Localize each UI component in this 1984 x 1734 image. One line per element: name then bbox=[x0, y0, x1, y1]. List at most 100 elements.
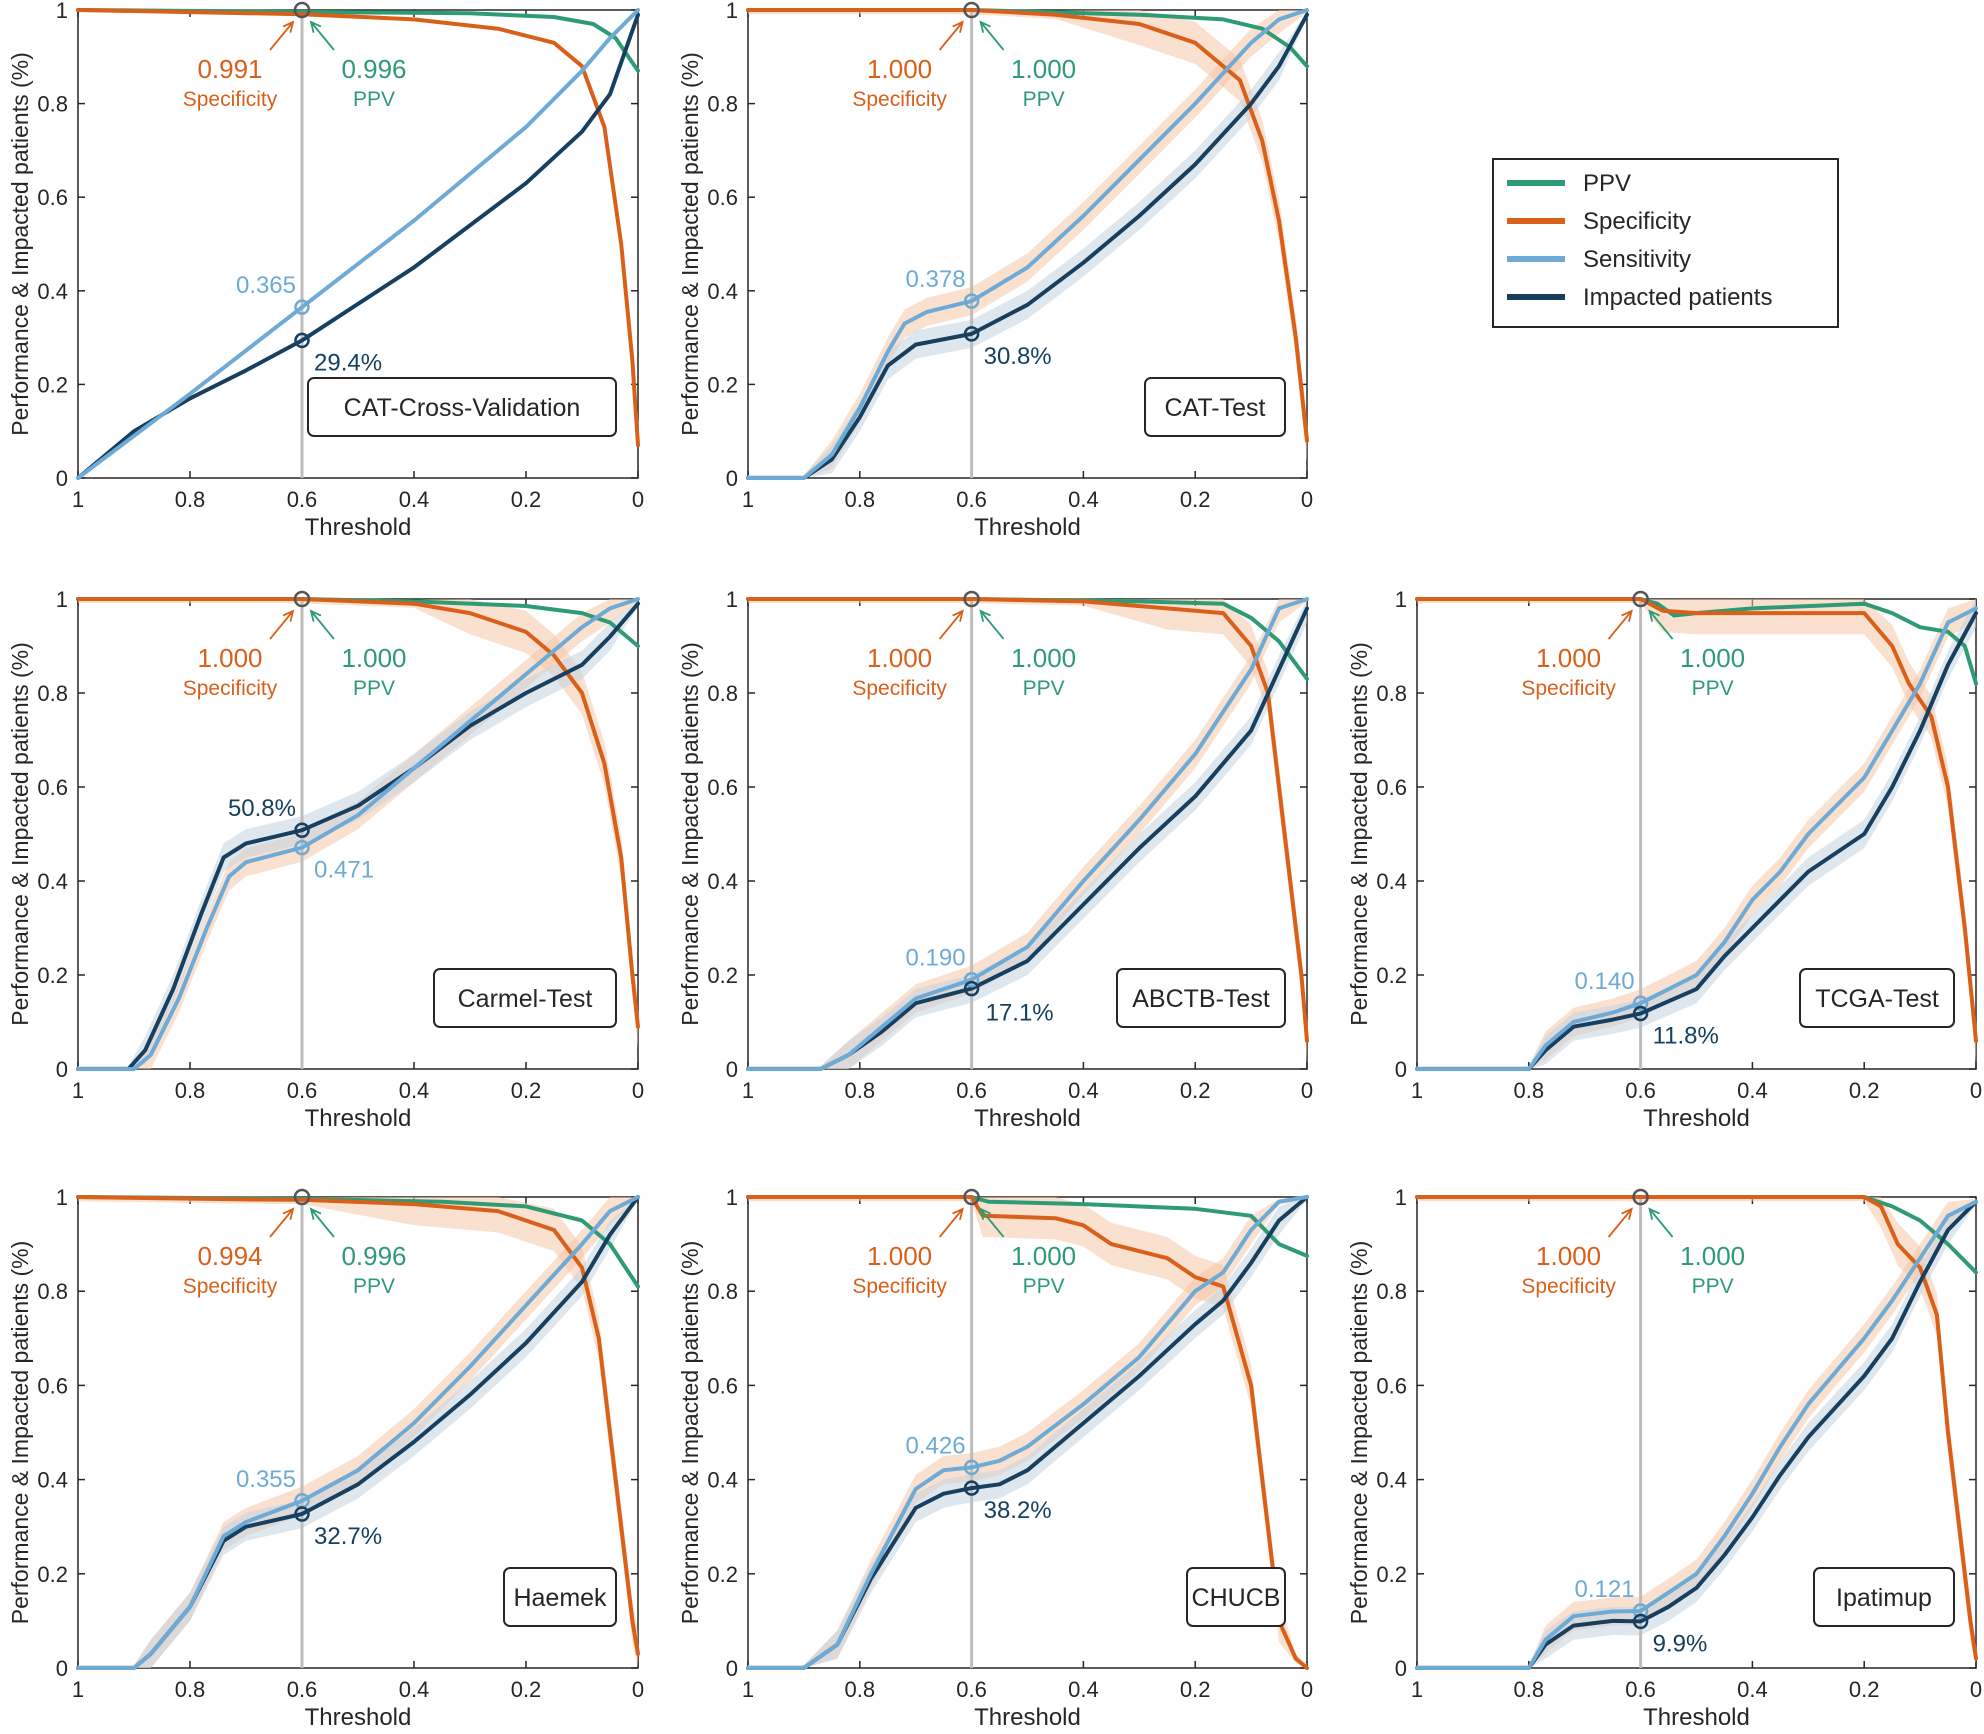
x-tick-label: 1 bbox=[72, 1078, 84, 1103]
y-tick-label: 0.8 bbox=[37, 681, 68, 706]
y-tick-label: 0.2 bbox=[1376, 1562, 1407, 1587]
marker-sensitivity bbox=[294, 839, 310, 856]
y-axis-title: Performance & Impacted patients (%) bbox=[7, 1241, 33, 1625]
annotation-sensitivity: 0.140 bbox=[1575, 968, 1635, 995]
y-axis-title: Performance & Impacted patients (%) bbox=[1346, 1241, 1372, 1625]
annotation-label-ppv: PPV bbox=[1692, 1275, 1734, 1298]
annotation-impacted-patients: 9.9% bbox=[1653, 1630, 1708, 1657]
annotation-sensitivity: 0.426 bbox=[906, 1432, 966, 1459]
y-tick-label: 1 bbox=[726, 1185, 738, 1210]
legend-label-ppv: PPV bbox=[1583, 170, 1631, 197]
y-tick-label: 0.6 bbox=[37, 185, 68, 210]
series-line-specificity bbox=[746, 8, 1309, 443]
x-tick-label: 0.4 bbox=[1737, 1078, 1768, 1103]
annotation-sensitivity: 0.355 bbox=[236, 1466, 296, 1493]
annotation-impacted-patients: 30.8% bbox=[984, 343, 1052, 370]
series-line-sensitivity bbox=[746, 1195, 1309, 1670]
annotation-arrow-ppv bbox=[979, 21, 1005, 51]
y-tick-label: 1 bbox=[1395, 587, 1407, 612]
x-tick-label: 0.4 bbox=[1068, 487, 1099, 512]
dataset-title: Haemek bbox=[513, 1584, 607, 1612]
y-tick-label: 1 bbox=[726, 587, 738, 612]
dataset-title-box bbox=[1799, 968, 1955, 1028]
panel-chucb: 1 0.8 0.6 0.4 0.2 0 0 0.2 0.4 0.6 0.8 1 Threshold Per… bbox=[677, 1185, 1313, 1731]
annotation-value-ppv: 0.996 bbox=[341, 54, 406, 84]
dataset-title-box bbox=[307, 377, 617, 437]
panel-cat-cross-validation: 1 0.8 0.6 0.4 0.2 0 0 0.2 0.4 0.6 0.8 1 Threshold Per… bbox=[7, 0, 644, 541]
x-tick-label: 0 bbox=[632, 1677, 644, 1702]
x-tick-label: 0.8 bbox=[845, 487, 876, 512]
panel-haemek: 1 0.8 0.6 0.4 0.2 0 0 0.2 0.4 0.6 0.8 1 Threshold Per… bbox=[7, 1185, 644, 1731]
x-tick-label: 0.4 bbox=[1737, 1677, 1768, 1702]
annotation-value-specificity: 0.991 bbox=[197, 54, 262, 84]
marker-top bbox=[963, 590, 980, 608]
legend-label-impacted: Impacted patients bbox=[1583, 284, 1772, 311]
x-tick-label: 0.8 bbox=[1514, 1078, 1545, 1103]
y-tick-label: 0.4 bbox=[707, 869, 738, 894]
annotation-arrowhead-ppv bbox=[309, 20, 322, 33]
annotation-value-specificity: 1.000 bbox=[867, 1241, 932, 1271]
x-tick-label: 0.2 bbox=[511, 1078, 542, 1103]
legend-label-sensitivity: Sensitivity bbox=[1583, 246, 1691, 273]
x-tick-label: 0.2 bbox=[511, 487, 542, 512]
y-tick-label: 1 bbox=[56, 0, 68, 23]
x-axis-title: Threshold bbox=[974, 1105, 1081, 1132]
panel-cat-test: 1 0.8 0.6 0.4 0.2 0 0 0.2 0.4 0.6 0.8 1 Threshold Per… bbox=[677, 0, 1313, 541]
marker-top bbox=[293, 1188, 311, 1206]
dataset-title-box bbox=[1144, 377, 1286, 437]
marker-impacted-patients bbox=[963, 1480, 980, 1496]
series-line-sensitivity bbox=[76, 597, 640, 1071]
series-line-specificity bbox=[76, 597, 640, 1029]
panel-tcga-test: 1 0.8 0.6 0.4 0.2 0 0 0.2 0.4 0.6 0.8 1 Threshold Per… bbox=[1346, 587, 1982, 1132]
annotation-arrowhead-ppv bbox=[979, 609, 991, 622]
y-tick-label: 1 bbox=[1395, 1185, 1407, 1210]
annotation-arrow-specificity bbox=[269, 1208, 294, 1238]
marker-sensitivity bbox=[1632, 995, 1649, 1011]
y-tick-label: 0.6 bbox=[37, 1373, 68, 1398]
x-tick-label: 0.6 bbox=[1625, 1677, 1656, 1702]
x-tick-label: 0.2 bbox=[511, 1677, 542, 1702]
annotation-impacted-patients: 29.4% bbox=[314, 349, 382, 376]
annotation-label-specificity: Specificity bbox=[1521, 677, 1616, 700]
y-axis-title: Performance & Impacted patients (%) bbox=[677, 642, 703, 1026]
annotation-impacted-patients: 50.8% bbox=[228, 795, 296, 822]
x-tick-label: 0 bbox=[1970, 1677, 1982, 1702]
dataset-title: ABCTB-Test bbox=[1132, 985, 1270, 1013]
y-tick-label: 0.6 bbox=[707, 775, 738, 800]
series-line-sensitivity bbox=[746, 8, 1309, 480]
x-tick-label: 1 bbox=[742, 1078, 754, 1103]
y-tick-label: 0.8 bbox=[707, 681, 738, 706]
dataset-title-box bbox=[1116, 968, 1286, 1028]
x-tick-label: 1 bbox=[1411, 1078, 1423, 1103]
annotation-label-ppv: PPV bbox=[1023, 677, 1065, 700]
x-tick-label: 0.4 bbox=[1068, 1677, 1099, 1702]
y-tick-label: 0.4 bbox=[37, 279, 68, 304]
annotation-value-specificity: 0.994 bbox=[197, 1241, 262, 1271]
y-tick-label: 0.8 bbox=[707, 92, 738, 117]
annotation-impacted-patients: 32.7% bbox=[314, 1523, 382, 1550]
series-line-specificity bbox=[76, 8, 640, 448]
annotation-arrowhead-specificity bbox=[282, 20, 295, 33]
legend-label-specificity: Specificity bbox=[1583, 208, 1691, 235]
panel-carmel-test: 1 0.8 0.6 0.4 0.2 0 0 0.2 0.4 0.6 0.8 1 Threshold Per… bbox=[7, 587, 644, 1132]
annotation-value-ppv: 1.000 bbox=[1011, 1241, 1076, 1271]
annotation-arrowhead-ppv bbox=[309, 609, 322, 622]
marker-impacted-patients bbox=[294, 332, 310, 349]
x-axis-title: Threshold bbox=[1643, 1704, 1750, 1731]
annotation-value-ppv: 0.996 bbox=[341, 1241, 406, 1271]
y-tick-label: 0.8 bbox=[37, 92, 68, 117]
annotation-value-ppv: 1.000 bbox=[1680, 1241, 1745, 1271]
annotation-arrowhead-specificity bbox=[1621, 609, 1633, 622]
y-axis-title: Performance & Impacted patients (%) bbox=[1346, 642, 1372, 1026]
x-tick-label: 0.6 bbox=[287, 1677, 318, 1702]
annotation-arrow-ppv bbox=[979, 1208, 1005, 1238]
dataset-title: CAT-Cross-Validation bbox=[344, 394, 581, 422]
annotation-arrow-specificity bbox=[938, 21, 964, 51]
y-tick-label: 0.2 bbox=[707, 1562, 738, 1587]
annotation-arrowhead-specificity bbox=[1621, 1207, 1633, 1220]
series-line-impacted-patients bbox=[76, 601, 640, 1071]
marker-top bbox=[963, 1188, 980, 1206]
y-tick-label: 1 bbox=[56, 1185, 68, 1210]
x-tick-label: 0.8 bbox=[175, 1677, 206, 1702]
y-tick-label: 0.6 bbox=[37, 775, 68, 800]
